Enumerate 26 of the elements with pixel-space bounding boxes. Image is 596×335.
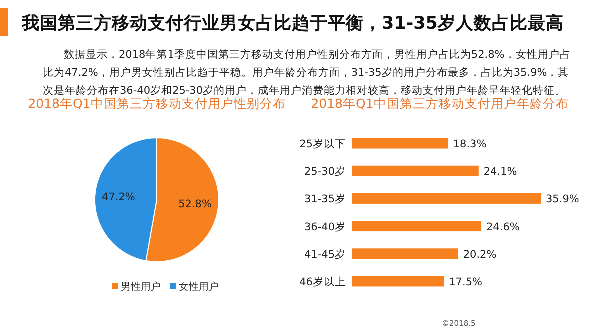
bar (352, 193, 541, 204)
bar (352, 221, 482, 232)
y-tick-label: 25-30岁 (304, 166, 346, 178)
data-label: 18.3% (453, 138, 487, 151)
data-label: 17.5% (449, 276, 483, 288)
bar (352, 138, 448, 149)
data-label: 35.9% (546, 194, 580, 206)
y-tick-label: 31-35岁 (304, 194, 346, 206)
y-tick-label: 36-40岁 (304, 221, 346, 234)
legend-label: 女性用户 (179, 281, 219, 293)
data-label: 52.8% (178, 198, 212, 210)
chart-title: 2018年Q1中国第三方移动支付用户年龄分布 (311, 96, 569, 111)
legend-label: 男性用户 (121, 281, 161, 293)
bar (352, 166, 479, 176)
bar (352, 276, 444, 287)
chart-title: 2018年Q1中国第三方移动支付用户性别分布 (28, 96, 286, 111)
y-tick-label: 41-45岁 (304, 248, 346, 261)
data-label: 47.2% (102, 192, 136, 204)
y-tick-label: 25岁以下 (300, 138, 346, 151)
data-label: 24.6% (486, 221, 520, 234)
text: 数据显示，2018年第1季度中国第三方移动支付用户性别分布方面，男性用户占比为52.8%，女性用户占比为47.2%，用户男女性别占比趋于平稳。用户年龄分布方面，31-35岁的用户分布最多，占比为35.9%，其次是年龄分布在36-40岁和25-30岁的用户，成年用户消费能力相对较高，移动支付用户年龄呈年轻化特征。 (43, 48, 571, 97)
data-label: 24.1% (484, 166, 518, 178)
data-label: 20.2% (463, 248, 497, 261)
text: 我国第三方移动支付行业男女占比趋于平衡，31-35岁人数占比最高 (21, 13, 564, 34)
y-tick-label: 46岁以上 (300, 275, 346, 288)
bar (352, 248, 458, 260)
